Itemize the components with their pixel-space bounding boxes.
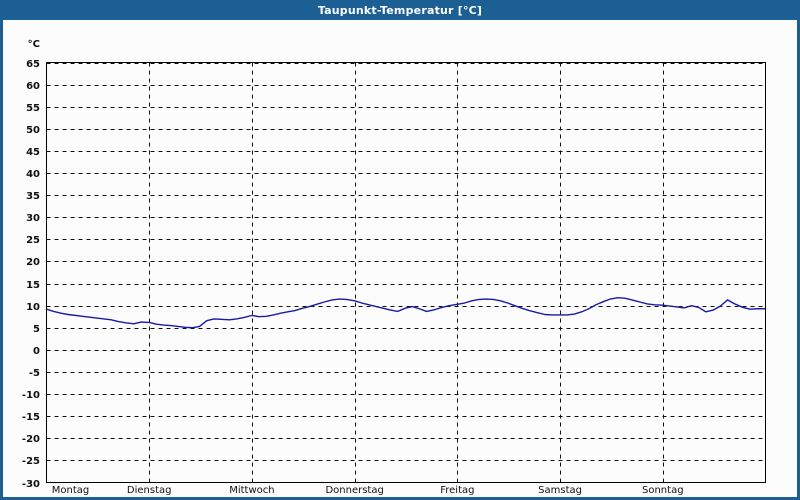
y-axis-tick-label: -15 bbox=[22, 412, 40, 423]
y-axis-tick-label: 0 bbox=[33, 346, 40, 357]
x-axis-day-label: Sonntag bbox=[642, 485, 684, 496]
y-axis-unit-label: °C bbox=[28, 39, 40, 50]
y-axis-tick-label: 65 bbox=[26, 59, 40, 70]
x-axis-tick-labels: Montag23.02.26Dienstag24.02.26Mittwoch25… bbox=[52, 485, 684, 496]
y-axis-tick-label: 20 bbox=[26, 257, 40, 268]
y-axis-tick-label: 55 bbox=[26, 103, 40, 114]
x-axis-day-label: Samstag bbox=[538, 485, 582, 496]
horizontal-gridlines bbox=[46, 63, 766, 461]
x-axis-day-label: Freitag bbox=[440, 485, 474, 496]
y-axis-tick-label: 35 bbox=[26, 191, 40, 202]
y-axis-tick-label: 10 bbox=[26, 302, 40, 313]
y-axis-tick-label: 5 bbox=[33, 324, 40, 335]
dewpoint-temperature-line-chart: °C 65605550454035302520151050-5-10-15-20… bbox=[22, 39, 767, 496]
y-axis-tick-label: 15 bbox=[26, 280, 40, 291]
x-axis-day-label: Montag bbox=[52, 485, 89, 496]
x-axis-day-label: Dienstag bbox=[127, 485, 172, 496]
page-title: Taupunkt-Temperatur [°C] bbox=[317, 3, 483, 17]
y-axis-tick-labels: 65605550454035302520151050-5-10-15-20-25… bbox=[22, 59, 40, 490]
plot-frame bbox=[45, 61, 767, 484]
y-axis-tick-label: 60 bbox=[26, 81, 40, 92]
y-axis-tick-label: 25 bbox=[26, 235, 40, 246]
y-axis-unit-label-group: °C bbox=[28, 39, 40, 50]
series-group bbox=[45, 297, 767, 329]
y-axis-tick-label: 50 bbox=[26, 125, 40, 136]
vertical-day-gridlines bbox=[149, 62, 664, 483]
dewpoint-series-line bbox=[45, 297, 767, 329]
y-axis-tick-label: 40 bbox=[26, 169, 40, 180]
y-axis-tick-label: 30 bbox=[26, 213, 40, 224]
x-axis-day-label: Mittwoch bbox=[229, 485, 274, 496]
window-title-bar: Taupunkt-Temperatur [°C] bbox=[0, 0, 800, 20]
y-axis-tick-label: -20 bbox=[22, 434, 40, 445]
y-axis-tick-label: -25 bbox=[22, 456, 40, 467]
chart-canvas: °C 65 60 55 50 45 40 35 30 25 20 15 10 5 0 -5 -10 -15 -20… bbox=[3, 20, 797, 497]
y-axis-tick-label: -30 bbox=[22, 479, 40, 490]
y-axis-tick-label: -10 bbox=[22, 390, 40, 401]
y-axis-tick-label: -5 bbox=[29, 368, 40, 379]
y-axis-tick-label: 45 bbox=[26, 147, 40, 158]
x-axis-day-label: Donnerstag bbox=[325, 485, 383, 496]
